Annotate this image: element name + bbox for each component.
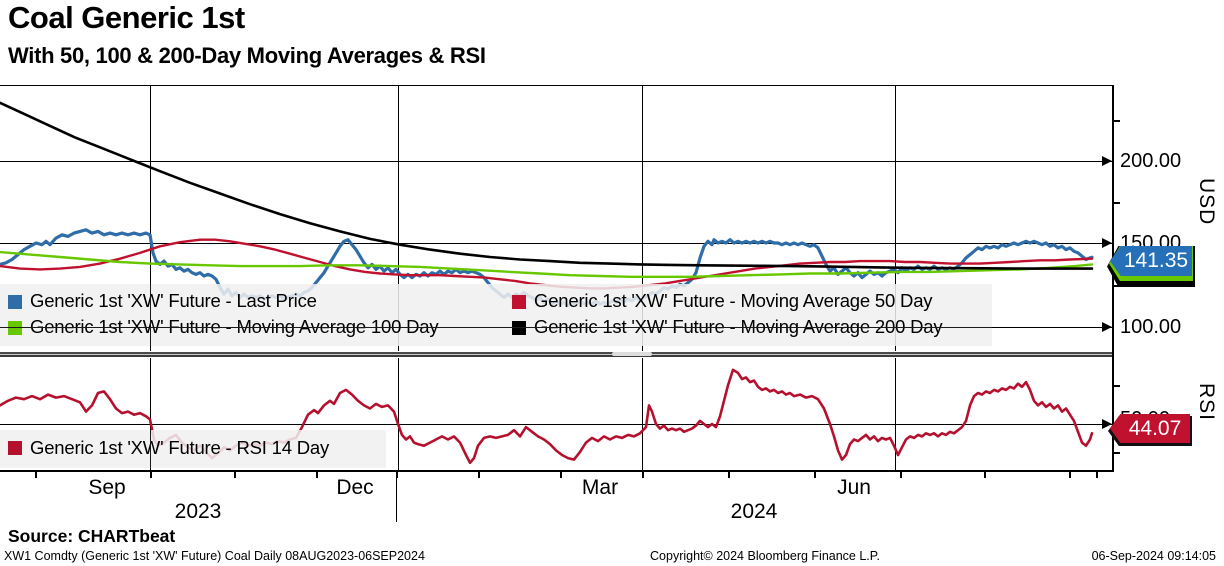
month-label-dec: Dec xyxy=(336,476,374,499)
gridline-rsi-50 xyxy=(0,424,1112,425)
month-tick xyxy=(234,471,236,478)
oct-gridline-over-legend xyxy=(150,284,151,346)
rsi-axis-unit: RSI xyxy=(1195,383,1218,422)
gridline-100-over-legend xyxy=(0,327,992,328)
quarter-gridline xyxy=(895,358,896,470)
year-label-2023: 2023 xyxy=(174,500,222,523)
month-tick xyxy=(35,471,37,478)
rsi-legend-box xyxy=(0,430,386,468)
oct-gridline-over-rsi-legend xyxy=(150,430,151,468)
axis-arrow-150 xyxy=(1102,238,1112,248)
quarter-gridline xyxy=(642,358,643,470)
year-divider xyxy=(396,470,397,522)
series-generic-1st-xw-future-moving-average-100-day xyxy=(0,250,1094,278)
footer-security-description: XW1 Comdty (Generic 1st 'XW' Future) Coa… xyxy=(4,549,425,563)
legend-item-last-price[interactable]: Generic 1st 'XW' Future - Last Price xyxy=(30,290,317,311)
month-tick xyxy=(900,471,902,478)
quarter-gridline xyxy=(398,86,399,351)
footer-timestamp: 06-Sep-2024 09:14:05 xyxy=(1091,549,1216,563)
legend-swatch-ma50 xyxy=(512,295,526,309)
minor-tick xyxy=(1112,452,1120,454)
legend-item-ma50[interactable]: Generic 1st 'XW' Future - Moving Average… xyxy=(534,290,933,311)
year-label-2024: 2024 xyxy=(730,500,778,523)
month-tick xyxy=(984,471,986,478)
page-subtitle: With 50, 100 & 200-Day Moving Averages &… xyxy=(8,43,486,68)
ytick-100: 100.00 xyxy=(1120,316,1182,338)
quarter-gridline xyxy=(150,86,151,351)
minor-tick xyxy=(1112,285,1120,287)
month-tick xyxy=(396,471,398,478)
month-tick xyxy=(642,471,644,478)
plot-top-border xyxy=(0,85,1112,86)
source-attribution: Source: CHARTbeat xyxy=(8,526,176,546)
month-tick xyxy=(1069,471,1071,478)
quarter-gridline xyxy=(895,86,896,351)
page-title: Coal Generic 1st xyxy=(8,0,245,35)
gridline-200 xyxy=(0,161,1112,162)
month-tick xyxy=(316,471,318,478)
legend-item-rsi[interactable]: Generic 1st 'XW' Future - RSI 14 Day xyxy=(30,437,330,458)
legend-item-ma200[interactable]: Generic 1st 'XW' Future - Moving Average… xyxy=(534,316,943,337)
panel-separator-drag-handle[interactable] xyxy=(612,352,652,356)
legend-swatch-ma100 xyxy=(8,321,22,335)
series-generic-1st-xw-future-moving-average-200-day xyxy=(0,101,1094,270)
legend-swatch-ma200 xyxy=(512,321,526,335)
right-axis-line xyxy=(1112,85,1114,471)
month-tick xyxy=(728,471,730,478)
minor-tick xyxy=(1112,120,1120,122)
month-tick xyxy=(814,471,816,478)
panel-separator xyxy=(0,351,1112,358)
usd-axis-unit: USD xyxy=(1195,178,1218,226)
rsi-value-badge[interactable]: 44.07 xyxy=(1110,414,1190,443)
minor-tick xyxy=(1112,202,1120,204)
bottom-axis-line xyxy=(0,470,1114,472)
quarter-gridline xyxy=(642,86,643,351)
minor-tick xyxy=(1112,385,1120,387)
month-tick xyxy=(560,471,562,478)
month-label-jun: Jun xyxy=(837,476,871,499)
footer-copyright: Copyright© 2024 Bloomberg Finance L.P. xyxy=(650,549,880,563)
legend-swatch-last-price xyxy=(8,295,22,309)
month-label-sep: Sep xyxy=(88,476,126,499)
quarter-gridline xyxy=(398,358,399,470)
month-tick xyxy=(150,471,152,478)
month-label-mar: Mar xyxy=(581,476,619,499)
axis-arrow-200 xyxy=(1102,156,1112,166)
quarter-gridline xyxy=(150,358,151,470)
legend-swatch-rsi xyxy=(8,441,22,455)
ytick-200: 200.00 xyxy=(1120,150,1182,172)
main-legend-box xyxy=(0,284,992,346)
month-tick xyxy=(478,471,480,478)
axis-arrow-rsi-50 xyxy=(1102,419,1112,429)
gridline-150 xyxy=(0,243,1112,244)
last-price-badge[interactable]: 141.35 xyxy=(1110,246,1192,276)
axis-arrow-100 xyxy=(1102,322,1112,332)
month-tick xyxy=(1096,471,1098,478)
legend-item-ma100[interactable]: Generic 1st 'XW' Future - Moving Average… xyxy=(30,316,439,337)
